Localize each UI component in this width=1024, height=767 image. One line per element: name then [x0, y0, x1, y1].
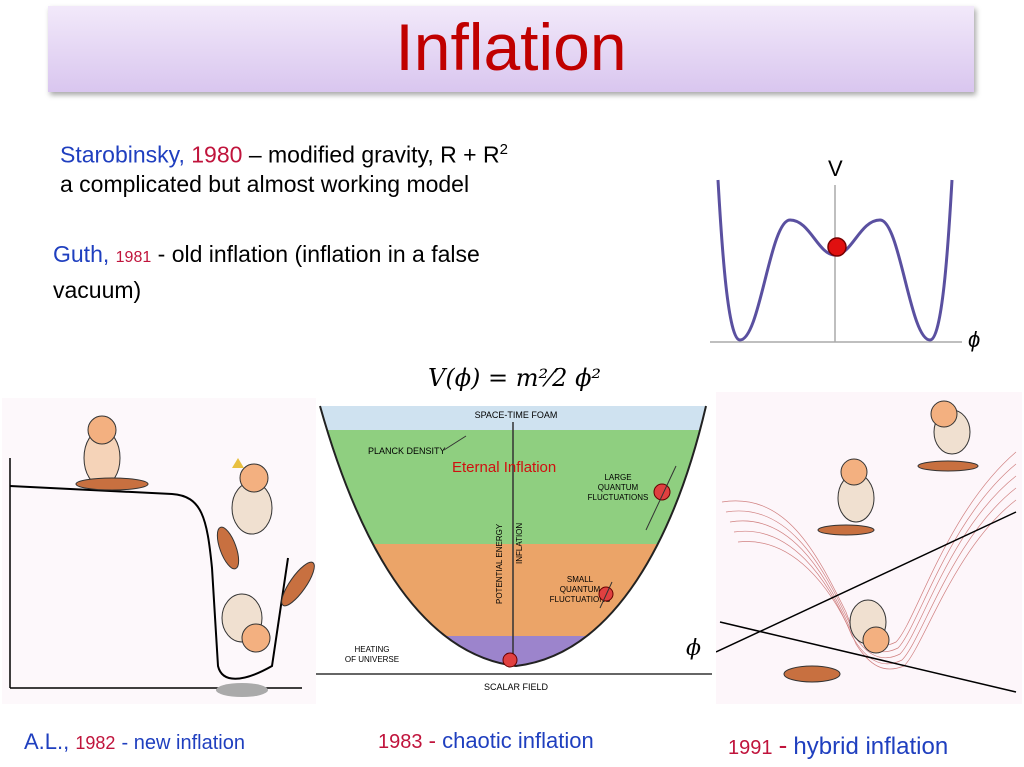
chaotic-phi-label: ϕ	[686, 636, 701, 661]
heating-1: HEATING	[355, 645, 390, 654]
guth-line-1: Guth, 1981 - old inflation (inflation in…	[53, 240, 480, 272]
slide-title: Inflation	[395, 10, 627, 84]
large-fluct-1: LARGE	[604, 473, 631, 482]
chaotic-formula: V(ϕ) = m²⁄2 ϕ²	[428, 364, 601, 392]
planck-density: PLANCK DENSITY	[368, 446, 446, 456]
potential-energy-label: POTENTIAL ENERGY	[495, 523, 504, 604]
starobinsky-sup: 2	[499, 141, 508, 158]
caption-hybrid-dash: -	[778, 730, 788, 760]
caption-hybrid-inflation: 1991 - hybrid inflation	[728, 732, 948, 761]
large-fluct-2: QUANTUM	[598, 483, 639, 492]
large-fluct-3: FLUCTUATIONS	[588, 493, 649, 502]
caption-hybrid-desc: hybrid inflation	[793, 733, 949, 760]
large-fluct-arrow	[645, 465, 677, 531]
skater-middle	[231, 458, 273, 535]
caption-chaotic-year: 1983	[378, 731, 423, 753]
starobinsky-line-2: a complicated but almost working model	[60, 171, 470, 197]
space-time-foam: SPACE-TIME FOAM	[475, 410, 558, 420]
phi-label: ϕ	[968, 327, 980, 352]
formula-text: V(ϕ) = m²⁄2 ϕ²	[428, 364, 602, 392]
caption-chaotic-desc: chaotic inflation	[442, 728, 594, 753]
chaotic-inflation-diagram: SPACE-TIME FOAM PLANCK DENSITY Eternal I…	[316, 405, 712, 692]
skater-falling	[216, 526, 315, 653]
skateboard	[783, 665, 841, 683]
guth-desc: - old inflation (inflation in a false	[157, 241, 480, 267]
starobinsky-year: 1980	[191, 141, 243, 168]
panel-bg	[2, 398, 316, 704]
caption-new-inflation: A.L., 1982 - new inflation	[24, 729, 245, 756]
heating-2: OF UNIVERSE	[345, 655, 399, 664]
caption-new-name: A.L.,	[24, 729, 70, 754]
skater-falling	[849, 599, 890, 654]
new-inflation-diagram	[2, 398, 316, 704]
skater-top	[75, 415, 149, 491]
small-fluct-1: SMALL	[567, 575, 594, 584]
potential-curve	[9, 485, 289, 680]
skater-top	[917, 400, 979, 472]
diag-axis	[716, 511, 1017, 653]
caption-new-year: 1982	[75, 733, 116, 753]
caption-hybrid-year: 1991	[728, 737, 773, 759]
caption-new-desc: - new inflation	[121, 732, 245, 754]
double-well-plot: V ϕ	[710, 156, 980, 352]
small-fluct-arrow	[599, 581, 613, 609]
small-fluct-3: FLUCTUATIONS	[550, 595, 611, 604]
starobinsky-name: Starobinsky,	[60, 141, 185, 168]
guth-year: 1981	[115, 249, 152, 266]
guth-name: Guth,	[53, 241, 110, 267]
large-fluct-ball	[653, 483, 671, 501]
hybrid-inflation-diagram	[716, 392, 1022, 704]
potential-bowl	[319, 405, 707, 668]
eternal-inflation: Eternal Inflation	[452, 459, 556, 476]
skater-middle	[817, 458, 875, 536]
field-ball	[827, 237, 847, 257]
bottom-ball	[502, 652, 518, 668]
shadow	[216, 683, 268, 697]
small-fluct-2: QUANTUM	[560, 585, 601, 594]
guth-line-2: vacuum)	[53, 277, 142, 303]
starobinsky-line-1: Starobinsky, 1980 – modified gravity, R …	[60, 136, 508, 169]
starobinsky-desc: – modified gravity, R + R	[248, 141, 500, 168]
inflation-axis-label: INFLATION	[515, 523, 524, 564]
planck-pointer	[443, 435, 467, 451]
caption-chaotic-inflation: 1983 - chaotic inflation	[378, 728, 594, 755]
bottom-axis	[719, 621, 1017, 693]
v-label: V	[828, 156, 843, 181]
caption-chaotic-dash: -	[428, 728, 436, 753]
scalar-field-label: SCALAR FIELD	[484, 682, 549, 692]
title-bar: Inflation	[48, 6, 974, 92]
